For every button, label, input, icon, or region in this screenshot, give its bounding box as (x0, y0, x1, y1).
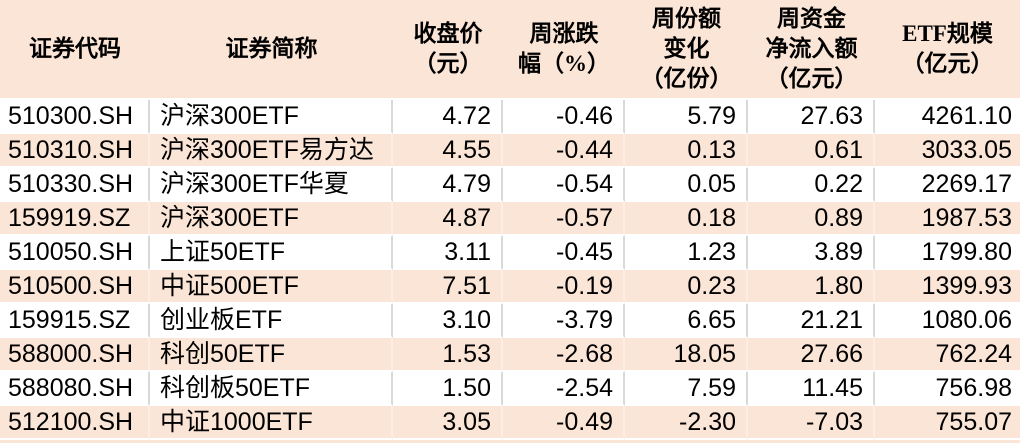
cell-weekly-change: -0.46 (503, 100, 625, 134)
cell-close-price: 1.53 (393, 338, 503, 372)
cell-share-change: 0.23 (625, 270, 748, 304)
cell-net-inflow: 27.66 (748, 338, 875, 372)
cell-share-change: 7.59 (625, 372, 748, 406)
table-row: 510500.SH 中证500ETF 7.51 -0.19 0.23 1.80 … (0, 270, 1020, 304)
cell-security-code: 510330.SH (0, 168, 150, 202)
cell-security-code: 510310.SH (0, 134, 150, 168)
cell-net-inflow: 1.80 (748, 270, 875, 304)
cell-security-name: 中证1000ETF (150, 406, 393, 440)
table-row: 510050.SH 上证50ETF 3.11 -0.45 1.23 3.89 1… (0, 236, 1020, 270)
table-row: 510330.SH 沪深300ETF华夏 4.79 -0.54 0.05 0.2… (0, 168, 1020, 202)
cell-close-price: 3.05 (393, 406, 503, 440)
column-header-security-code: 证券代码 (0, 0, 150, 100)
cell-share-change: 0.05 (625, 168, 748, 202)
cell-net-inflow: 3.89 (748, 236, 875, 270)
cell-etf-scale: 1080.06 (875, 304, 1020, 338)
cell-security-code: 512100.SH (0, 406, 150, 440)
table-row: 588080.SH 科创板50ETF 1.50 -2.54 7.59 11.45… (0, 372, 1020, 406)
cell-security-name: 沪深300ETF华夏 (150, 168, 393, 202)
cell-share-change: 0.13 (625, 134, 748, 168)
cell-weekly-change: -2.68 (503, 338, 625, 372)
cell-net-inflow: 21.21 (748, 304, 875, 338)
cell-close-price: 3.10 (393, 304, 503, 338)
cell-share-change: 18.05 (625, 338, 748, 372)
table-row: 510310.SH 沪深300ETF易方达 4.55 -0.44 0.13 0.… (0, 134, 1020, 168)
cell-security-name: 中证500ETF (150, 270, 393, 304)
cell-security-name: 沪深300ETF (150, 202, 393, 236)
cell-weekly-change: -2.54 (503, 372, 625, 406)
table-row: 159919.SZ 沪深300ETF 4.87 -0.57 0.18 0.89 … (0, 202, 1020, 236)
cell-share-change: 5.79 (625, 100, 748, 134)
cell-security-code: 159915.SZ (0, 304, 150, 338)
cell-security-name: 沪深300ETF易方达 (150, 134, 393, 168)
cell-etf-scale: 2269.17 (875, 168, 1020, 202)
cell-security-name: 上证50ETF (150, 236, 393, 270)
cell-security-name: 科创板50ETF (150, 372, 393, 406)
column-header-etf-scale: ETF规模 （亿元） (875, 0, 1020, 100)
cell-weekly-change: -0.19 (503, 270, 625, 304)
column-header-close-price: 收盘价 （元） (393, 0, 503, 100)
cell-close-price: 4.79 (393, 168, 503, 202)
cell-net-inflow: -7.03 (748, 406, 875, 440)
cell-etf-scale: 1987.53 (875, 202, 1020, 236)
cell-weekly-change: -0.54 (503, 168, 625, 202)
cell-security-name: 科创50ETF (150, 338, 393, 372)
cell-close-price: 7.51 (393, 270, 503, 304)
cell-weekly-change: -0.49 (503, 406, 625, 440)
cell-close-price: 4.72 (393, 100, 503, 134)
cell-security-code: 588080.SH (0, 372, 150, 406)
cell-security-name: 沪深300ETF (150, 100, 393, 134)
cell-net-inflow: 0.61 (748, 134, 875, 168)
cell-close-price: 4.55 (393, 134, 503, 168)
cell-close-price: 4.87 (393, 202, 503, 236)
cell-security-code: 159919.SZ (0, 202, 150, 236)
cell-etf-scale: 1399.93 (875, 270, 1020, 304)
cell-weekly-change: -0.44 (503, 134, 625, 168)
cell-security-code: 588000.SH (0, 338, 150, 372)
cell-weekly-change: -3.79 (503, 304, 625, 338)
cell-etf-scale: 4261.10 (875, 100, 1020, 134)
cell-net-inflow: 27.63 (748, 100, 875, 134)
column-header-share-change: 周份额 变化 （亿份） (625, 0, 748, 100)
cell-security-code: 510500.SH (0, 270, 150, 304)
column-header-net-inflow: 周资金 净流入额 （亿元） (748, 0, 875, 100)
cell-security-name: 创业板ETF (150, 304, 393, 338)
bottom-border-strip (0, 440, 1020, 443)
cell-close-price: 3.11 (393, 236, 503, 270)
column-header-weekly-change: 周涨跌 幅（%） (503, 0, 625, 100)
cell-weekly-change: -0.45 (503, 236, 625, 270)
cell-etf-scale: 756.98 (875, 372, 1020, 406)
cell-share-change: 0.18 (625, 202, 748, 236)
header-row: 证券代码 证券简称 收盘价 （元） 周涨跌 幅（%） 周份额 变化 （亿份） 周… (0, 0, 1020, 100)
table-row: 588000.SH 科创50ETF 1.53 -2.68 18.05 27.66… (0, 338, 1020, 372)
cell-net-inflow: 0.89 (748, 202, 875, 236)
cell-share-change: 6.65 (625, 304, 748, 338)
table-header: 证券代码 证券简称 收盘价 （元） 周涨跌 幅（%） 周份额 变化 （亿份） 周… (0, 0, 1020, 100)
cell-security-code: 510300.SH (0, 100, 150, 134)
table-body: 510300.SH 沪深300ETF 4.72 -0.46 5.79 27.63… (0, 100, 1020, 440)
cell-share-change: 1.23 (625, 236, 748, 270)
cell-close-price: 1.50 (393, 372, 503, 406)
table-row: 510300.SH 沪深300ETF 4.72 -0.46 5.79 27.63… (0, 100, 1020, 134)
column-header-security-name: 证券简称 (150, 0, 393, 100)
cell-net-inflow: 11.45 (748, 372, 875, 406)
cell-share-change: -2.30 (625, 406, 748, 440)
cell-weekly-change: -0.57 (503, 202, 625, 236)
table-row: 512100.SH 中证1000ETF 3.05 -0.49 -2.30 -7.… (0, 406, 1020, 440)
cell-etf-scale: 1799.80 (875, 236, 1020, 270)
cell-net-inflow: 0.22 (748, 168, 875, 202)
cell-etf-scale: 3033.05 (875, 134, 1020, 168)
cell-etf-scale: 755.07 (875, 406, 1020, 440)
cell-etf-scale: 762.24 (875, 338, 1020, 372)
cell-security-code: 510050.SH (0, 236, 150, 270)
table-row: 159915.SZ 创业板ETF 3.10 -3.79 6.65 21.21 1… (0, 304, 1020, 338)
